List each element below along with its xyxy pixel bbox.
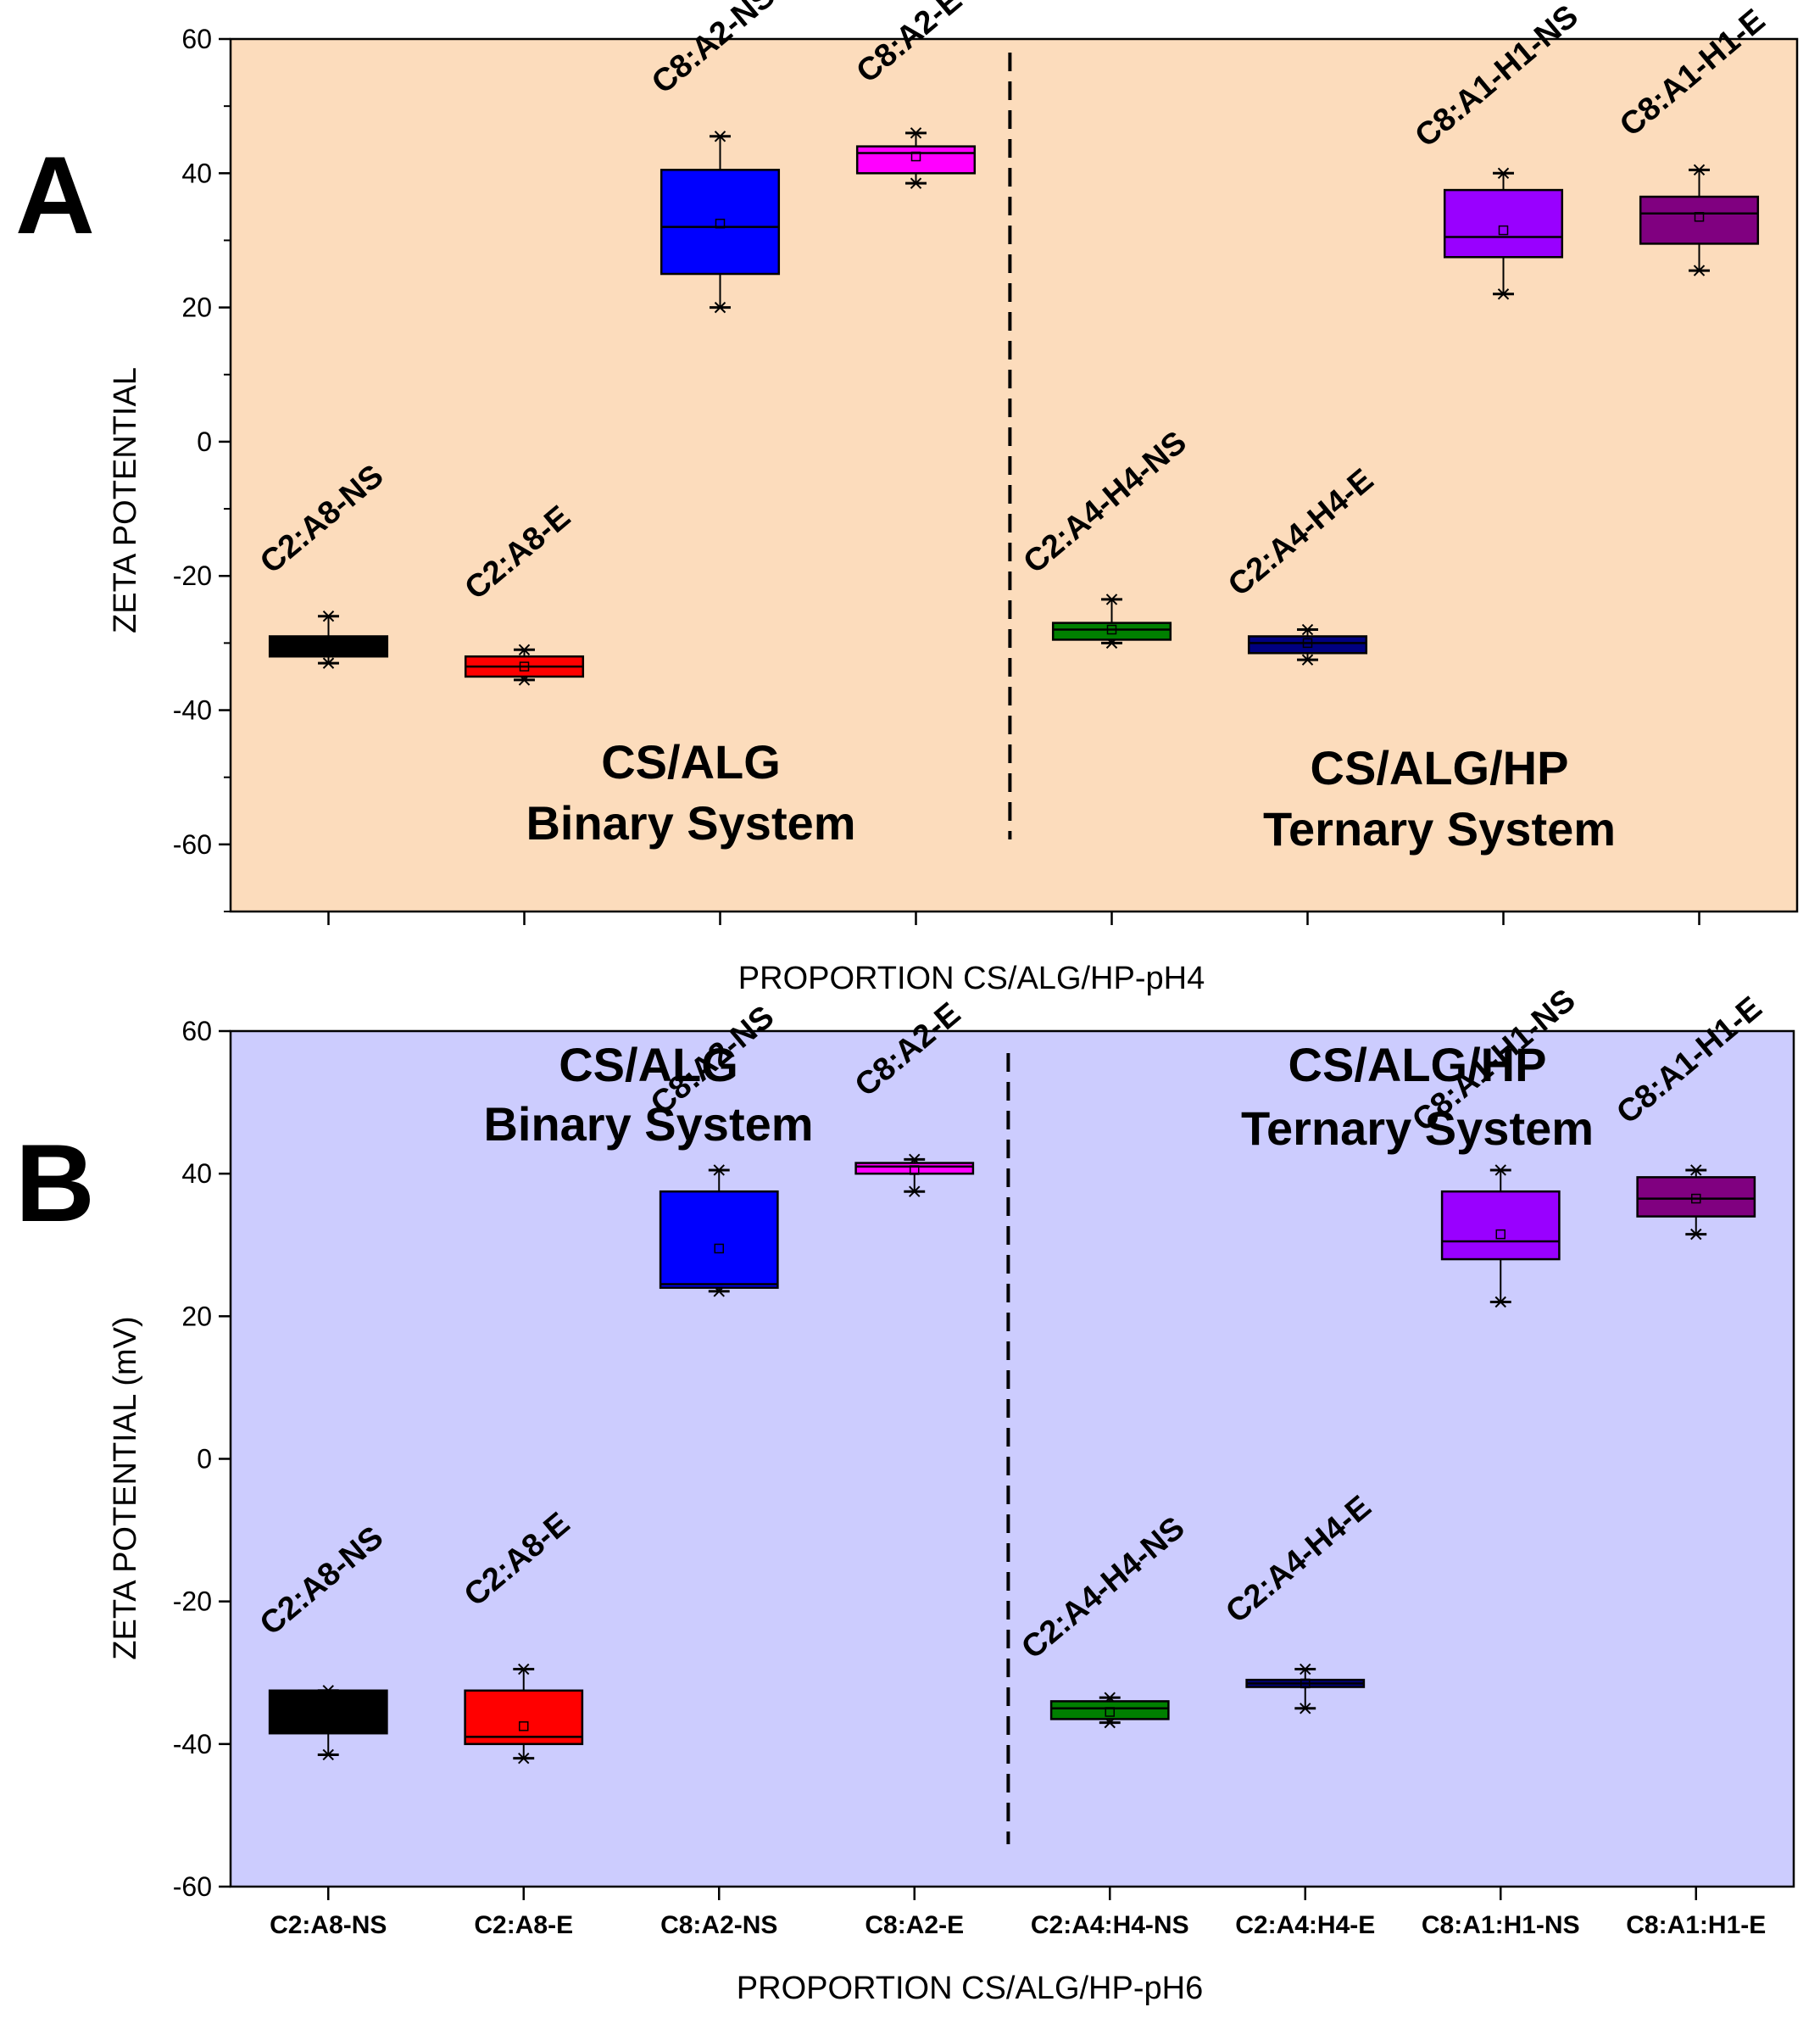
box-iqr [464, 1689, 584, 1746]
panel-b: B 60 40 20 0 -20 -40 -60 ZETA POTENTIAL (mV) PROP… [15, 983, 1795, 2006]
mean-marker [910, 151, 921, 162]
outlier-mark [1494, 1164, 1506, 1176]
box-iqr [1443, 188, 1564, 259]
y-tick-label: 40 [181, 1158, 212, 1189]
y-tick-label: 0 [197, 427, 212, 457]
outlier-mark [910, 177, 922, 189]
y-tick-label: -20 [173, 560, 212, 591]
y-tick-label: -60 [173, 829, 212, 860]
mean-marker [1691, 1193, 1701, 1204]
plot-area [229, 1029, 1795, 1888]
y-tick-label: -20 [173, 1586, 212, 1617]
y-axis-title: ZETA POTENTIAL [108, 367, 143, 633]
x-category-label: C2:A4:H4-E [1235, 1911, 1375, 1939]
group-name: CS/ALG/HP [1311, 741, 1569, 794]
box-iqr [855, 145, 977, 175]
mean-marker [323, 641, 334, 652]
outlier-mark [322, 1748, 334, 1761]
x-category-label: C2:A4:H4-NS [1031, 1911, 1189, 1939]
x-axis-title: PROPORTION CS/ALG/HP-pH4 [738, 961, 1205, 996]
mean-marker [519, 1721, 529, 1731]
outlier-mark [1690, 1228, 1702, 1241]
mean-marker [519, 661, 530, 672]
y-tick-label: 60 [181, 1016, 212, 1046]
box-iqr [660, 169, 781, 276]
outlier-mark [910, 127, 922, 139]
outlier-mark [1690, 1164, 1702, 1176]
y-tick-label: -60 [173, 1871, 212, 1902]
outlier-mark [1693, 164, 1706, 176]
outlier-mark [909, 1185, 921, 1197]
x-category-label: C8:A1:H1-E [1626, 1911, 1766, 1939]
y-axis-title: ZETA POTENTIAL (mV) [108, 1316, 143, 1659]
box-iqr [268, 1689, 388, 1735]
box-iqr [1636, 1176, 1756, 1218]
y-tick-label: 20 [181, 293, 212, 323]
box-iqr [1049, 1700, 1170, 1720]
mean-marker [1302, 638, 1313, 649]
outlier-mark [1301, 654, 1314, 666]
x-category-label: C2:A8-E [474, 1911, 573, 1939]
outlier-mark [518, 644, 531, 656]
mean-marker [1300, 1678, 1311, 1689]
outlier-mark [322, 657, 335, 669]
box-iqr [1247, 635, 1368, 655]
panel-a: A 60 40 20 0 -20 -40 -60 ZETA POTENTIAL PROPORTIO… [15, 0, 1799, 996]
outlier-mark [714, 301, 726, 314]
mean-marker [323, 1703, 333, 1714]
outlier-mark [1301, 623, 1314, 636]
y-tick-label: -40 [173, 1729, 212, 1759]
mean-marker [715, 218, 726, 229]
box-iqr [1051, 622, 1172, 641]
outlier-mark [713, 1164, 725, 1176]
x-category-label: C8:A2-E [865, 1911, 964, 1939]
mean-marker [1106, 624, 1117, 635]
panel-letter: B [15, 1121, 95, 1245]
plot-area [229, 37, 1799, 913]
group-name: CS/ALG/HP [1288, 1038, 1547, 1091]
y-tick-label: 60 [181, 24, 212, 54]
box-iqr [854, 1162, 975, 1175]
box-iqr [659, 1190, 779, 1289]
mean-marker [1495, 1229, 1506, 1240]
group-subtitle: Binary System [483, 1097, 813, 1151]
group-name: CS/ALG [601, 735, 781, 789]
outlier-mark [1300, 1663, 1311, 1675]
outlier-mark [1494, 1296, 1506, 1308]
box-iqr [1440, 1190, 1561, 1261]
outlier-mark [518, 1752, 530, 1765]
mean-marker [714, 1243, 724, 1254]
y-tick-label: 0 [197, 1444, 212, 1475]
outlier-mark [1693, 265, 1706, 276]
y-tick-label: -40 [173, 695, 212, 726]
outlier-mark [1497, 288, 1510, 300]
y-tick-label: 40 [181, 158, 212, 188]
x-category-label: C8:A2-NS [660, 1911, 777, 1939]
mean-marker [1694, 212, 1705, 222]
mean-marker [1105, 1707, 1115, 1717]
y-tick-label: 20 [181, 1301, 212, 1331]
mean-marker [1498, 225, 1509, 236]
mean-marker [910, 1165, 920, 1175]
box-iqr [1639, 195, 1760, 245]
outlier-mark [1497, 167, 1510, 180]
group-subtitle: Ternary System [1263, 802, 1616, 856]
group-subtitle: Binary System [526, 796, 855, 850]
group-subtitle: Ternary System [1241, 1101, 1594, 1155]
outlier-mark [518, 1663, 530, 1675]
group-name: CS/ALG [559, 1038, 738, 1091]
x-category-label: C8:A1:H1-NS [1422, 1911, 1580, 1939]
x-category-label: C2:A8-NS [270, 1911, 387, 1939]
outlier-mark [1300, 1703, 1311, 1714]
outlier-mark [322, 610, 335, 622]
panel-letter: A [15, 133, 95, 257]
outlier-mark [714, 131, 726, 142]
outlier-mark [1105, 594, 1118, 605]
x-axis-title: PROPORTION CS/ALG/HP-pH6 [737, 1971, 1203, 2006]
